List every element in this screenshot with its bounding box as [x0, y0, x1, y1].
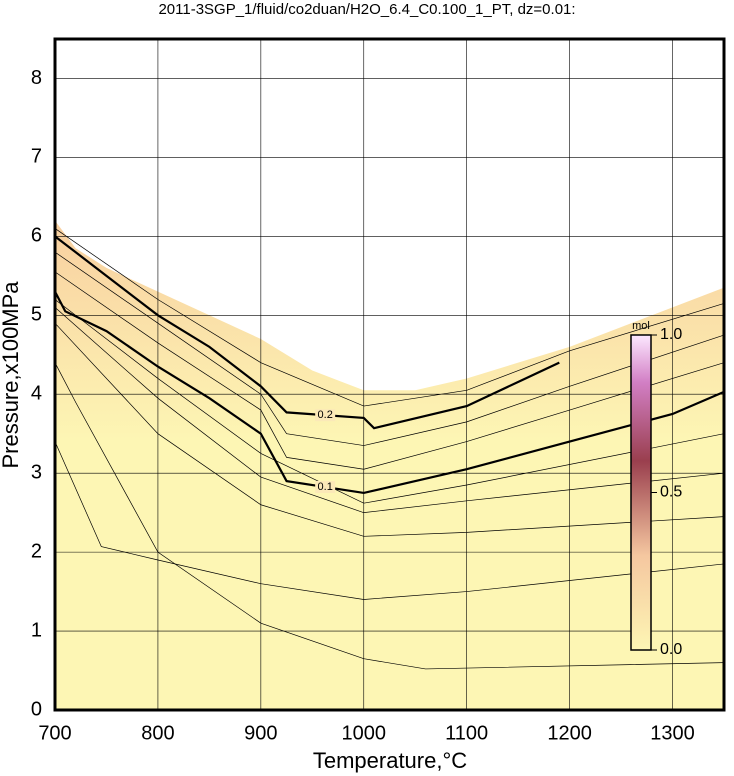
contour-line: [54, 291, 725, 495]
colorbar-tick-label: 0.5: [660, 484, 682, 501]
x-axis-label: Temperature,°C: [313, 748, 467, 773]
contour-line: [54, 307, 725, 514]
colorbar-label: mol: [632, 320, 650, 332]
data-region: [55, 220, 724, 711]
colorbar-tick-label: 0.0: [660, 641, 682, 658]
y-tick-label: 1: [31, 619, 42, 641]
x-tick-label: 1000: [342, 722, 387, 744]
x-tick-label: 900: [244, 722, 277, 744]
y-tick-label: 5: [31, 304, 42, 326]
contour-label: 0.1: [318, 481, 333, 493]
contour-line: [54, 235, 560, 430]
x-tick-label: 1100: [445, 722, 488, 744]
y-tick-label: 0: [31, 698, 42, 720]
colorbar-tick-label: 1.0: [660, 326, 682, 343]
contour-line: [54, 362, 725, 670]
x-tick-label: 1300: [650, 722, 695, 744]
y-axis-label: Pressure,x100MPa: [0, 281, 23, 469]
contour-line: [54, 299, 725, 504]
contour-line: [54, 441, 725, 600]
y-tick-label: 8: [31, 67, 42, 89]
x-tick-label: 800: [141, 722, 174, 744]
contour-line: [54, 271, 725, 470]
contour-label: 0.2: [318, 409, 333, 421]
contour-line: [54, 251, 725, 446]
y-tick-label: 4: [31, 383, 42, 405]
y-tick-label: 6: [31, 225, 42, 247]
plot-frame: [53, 37, 726, 712]
contour-line: [54, 322, 725, 537]
contour-line: [54, 228, 725, 407]
contour-label-bg: [315, 480, 336, 493]
x-tick-label: 700: [38, 722, 71, 744]
chart-title: 2011-3SGP_1/fluid/co2duan/H2O_6.4_C0.100…: [158, 1, 575, 18]
x-tick-label: 1200: [547, 722, 592, 744]
y-tick-label: 2: [31, 540, 42, 562]
y-tick-label: 3: [31, 461, 42, 483]
y-tick-label: 7: [31, 146, 42, 168]
contour-label-bg: [315, 409, 336, 422]
colorbar: [630, 334, 652, 651]
